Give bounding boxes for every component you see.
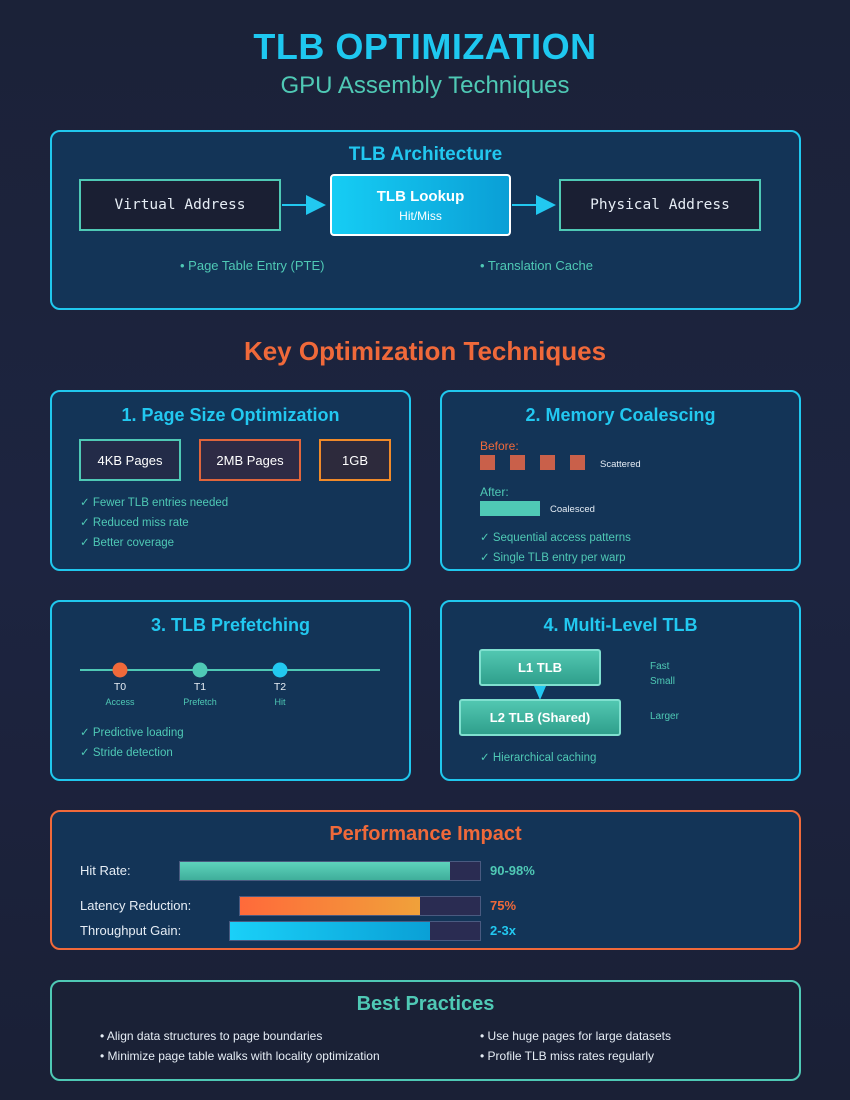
scattered-label: Scattered (600, 459, 641, 470)
metric-value-hit-rate: 90-98% (490, 863, 535, 878)
multilevel-benefit: ✓ Hierarchical caching (480, 752, 597, 764)
coalescing-benefit: ✓ Sequential access patterns (480, 532, 631, 544)
l2-larger-note: Larger (650, 711, 679, 722)
virtual-address-box: Virtual Address (79, 179, 281, 231)
page-1gb-box: 1GB (319, 439, 391, 481)
scattered-block (480, 455, 495, 470)
architecture-arrows (282, 195, 556, 215)
performance-title: Performance Impact (329, 823, 522, 845)
metric-label-latency: Latency Reduction: (80, 898, 192, 913)
timeline-label-t0: T0 (113, 681, 127, 693)
metric-bar-hit-rate (179, 861, 481, 881)
best-practice-item: • Align data structures to page boundari… (100, 1029, 323, 1043)
scattered-block (570, 455, 585, 470)
translation-cache-note: • Translation Cache (480, 258, 593, 273)
page-subtitle: GPU Assembly Techniques (280, 72, 570, 99)
l1-to-l2-arrow (534, 686, 546, 700)
multilevel-panel: 4. Multi-Level TLB (440, 600, 801, 781)
page-2mb-box: 2MB Pages (199, 439, 301, 481)
timeline-point-hit (272, 662, 288, 678)
page-size-benefit: ✓ Reduced miss rate (80, 517, 189, 529)
prefetching-panel: 3. TLB Prefetching (50, 600, 411, 781)
best-practices-title: Best Practices (356, 993, 495, 1015)
techniques-heading: Key Optimization Techniques (243, 336, 607, 366)
architecture-title: TLB Architecture (348, 144, 503, 165)
prefetch-benefit: ✓ Predictive loading (80, 727, 184, 739)
best-practices-panel: Best Practices (50, 980, 801, 1081)
coalescing-panel: 2. Memory Coalescing (440, 390, 801, 571)
timeline-sub-prefetch: Prefetch (183, 697, 217, 707)
metric-fill-latency (240, 897, 420, 915)
coalescing-title: 2. Memory Coalescing (525, 405, 716, 425)
metric-bar-throughput (229, 921, 481, 941)
timeline-label-t2: T2 (273, 681, 287, 693)
prefetch-benefit: ✓ Stride detection (80, 747, 173, 759)
multilevel-title: 4. Multi-Level TLB (543, 615, 698, 635)
l1-tlb-box: L1 TLB (479, 649, 601, 686)
coalescing-benefit: ✓ Single TLB entry per warp (480, 552, 626, 564)
page-size-benefit: ✓ Fewer TLB entries needed (80, 497, 229, 509)
pte-note: • Page Table Entry (PTE) (180, 258, 325, 273)
l1-small-note: Small (650, 676, 676, 687)
metric-bar-latency (239, 896, 481, 916)
timeline-point-prefetch (192, 662, 208, 678)
coalesced-block (480, 501, 540, 516)
best-practice-item: • Use huge pages for large datasets (480, 1029, 671, 1043)
tlb-hit-miss-label: Hit/Miss (399, 208, 442, 223)
timeline-sub-access: Access (105, 697, 135, 707)
best-practice-item: • Minimize page table walks with localit… (100, 1049, 380, 1063)
after-label: After: (480, 485, 509, 499)
metric-fill-hit-rate (180, 862, 450, 880)
metric-value-latency: 75% (490, 898, 517, 913)
page-size-title: 1. Page Size Optimization (121, 405, 340, 425)
l2-tlb-box: L2 TLB (Shared) (459, 699, 621, 736)
best-practice-item: • Profile TLB miss rates regularly (480, 1049, 655, 1063)
l1-fast-note: Fast (650, 661, 670, 672)
tlb-lookup-label: TLB Lookup (376, 187, 465, 205)
page-size-benefit: ✓ Better coverage (80, 537, 175, 549)
page-4kb-box: 4KB Pages (79, 439, 181, 481)
scattered-block (510, 455, 525, 470)
metric-value-throughput: 2-3x (490, 923, 517, 938)
metric-label-throughput: Throughput Gain: (80, 923, 182, 938)
physical-address-box: Physical Address (559, 179, 761, 231)
metric-label-hit-rate: Hit Rate: (80, 863, 131, 878)
coalesced-label: Coalesced (550, 504, 595, 515)
metric-fill-throughput (230, 922, 430, 940)
page-title: TLB OPTIMIZATION (253, 26, 597, 67)
prefetching-title: 3. TLB Prefetching (150, 615, 311, 635)
prefetch-timeline (80, 662, 380, 678)
before-label: Before: (480, 439, 519, 453)
timeline-label-t1: T1 (193, 681, 207, 693)
timeline-point-access (112, 662, 128, 678)
scattered-block (540, 455, 555, 470)
tlb-lookup-box: TLB Lookup Hit/Miss (330, 174, 511, 236)
timeline-sub-hit: Hit (274, 697, 286, 707)
